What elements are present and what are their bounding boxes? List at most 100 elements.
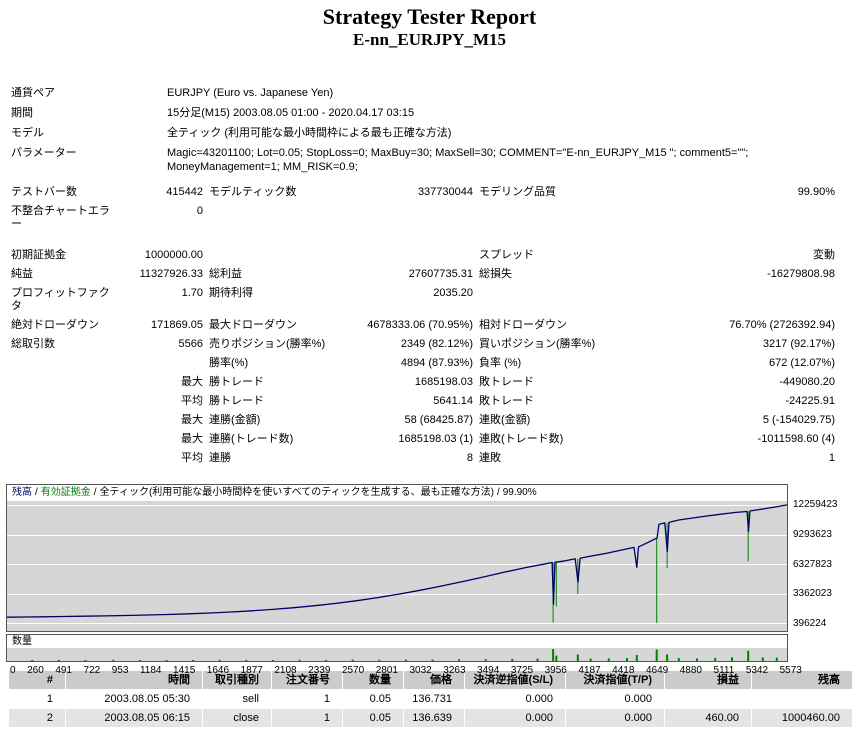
stats-label: 買いポジション(勝率%) [479, 338, 596, 350]
stats-table-results: 初期証拠金 1000000.00 スプレッド 変動 純益 11327926.33 総利益 27… [8, 246, 851, 468]
stats-row: 平均 連勝 8 連敗 1 [8, 449, 851, 468]
trade-cell: 0.000 [566, 709, 664, 727]
gridline [7, 534, 787, 536]
stats-row: 最大 連勝(トレード数) 1685198.03 (1) 連敗(トレード数) -10115… [8, 430, 851, 449]
equity-legend-label: 有効証拠金 [40, 487, 91, 498]
x-axis-label: 5342 [745, 665, 769, 676]
x-axis-label: 4880 [679, 665, 702, 676]
stats-value: 5566 [178, 338, 203, 350]
stats-label: 負率 (%) [479, 357, 522, 369]
volume-bar [714, 658, 717, 661]
stats-value: 8 [466, 452, 473, 464]
trade-cell: 0.000 [465, 690, 565, 708]
stats-label [8, 373, 120, 392]
info-value: 全ティック (利用可能な最小時間枠による最も正確な方法) [167, 127, 452, 139]
stats-value: 3217 (92.17%) [762, 338, 835, 350]
y-axis-label: 9293623 [793, 529, 832, 540]
stats-label [476, 202, 626, 234]
stats-value: 最大 [181, 414, 203, 426]
volume-bar [245, 660, 248, 661]
info-row: パラメーター Magic=43201100; Lot=0.05; StopLoss… [8, 143, 851, 177]
balance-curve-svg [7, 504, 787, 623]
trade-cell: close [203, 709, 271, 727]
x-axis-label: 1877 [240, 665, 263, 676]
x-axis-label: 3263 [443, 665, 466, 676]
stats-row: 最大 勝トレード 1685198.03 敗トレード -449080.20 [8, 373, 851, 392]
x-axis-label: 722 [83, 665, 101, 676]
volume-bar [626, 658, 628, 661]
stats-value: 4894 (87.93%) [400, 357, 473, 369]
volume-bar [655, 649, 658, 661]
trade-cell: sell [203, 690, 271, 708]
stats-value: -449080.20 [779, 376, 835, 388]
stats-value: 4678333.06 (70.95%) [367, 319, 473, 331]
x-axis-label: 4649 [645, 665, 669, 676]
volume-pane: 数量 [6, 634, 788, 662]
stats-value: 最大 [181, 433, 203, 445]
volume-bar [325, 660, 328, 661]
stats-label: 連敗 [479, 452, 501, 464]
stats-value [338, 246, 476, 265]
x-axis: 0 260 491 722 953 1184 1415 1646 1877 2108 2339 257… [10, 665, 802, 677]
trade-cell: 2 [9, 709, 65, 727]
trade-cell: 1 [9, 690, 65, 708]
stats-label: 連勝 [209, 452, 231, 464]
trades-header-cell: 注文番号 [272, 671, 342, 689]
legend-separator: / [496, 487, 500, 498]
volume-bar [696, 658, 698, 661]
volume-bar [589, 658, 592, 661]
stats-label [8, 430, 120, 449]
stats-value: 1685198.03 (1) [398, 433, 473, 445]
info-label: 期間 [11, 107, 33, 119]
trades-header-cell: 決済逆指値(S/L) [465, 671, 565, 689]
volume-bar [552, 649, 555, 661]
stats-label: 連勝(金額) [209, 414, 261, 426]
volume-bar [112, 659, 115, 661]
trade-cell: 1000460.00 [752, 709, 852, 727]
legend-separator: / [93, 487, 97, 498]
balance-chart: 残高 / 有効証拠金 / 全ティック(利用可能な最小時間枠を使いすべてのティックを生成す… [6, 484, 859, 676]
trade-cell [665, 690, 751, 708]
info-row: 期間 15分足(M15) 2003.08.05 01:00 - 2020.04.1… [8, 103, 851, 123]
stats-value: 1.70 [181, 287, 203, 299]
trades-table: # 時間 取引種別 注文番号 数量 価格 決済逆指値(S/L) 決済指値(T/P) 損益 残高 1… [8, 670, 853, 728]
trade-cell: 0.05 [343, 709, 403, 727]
page-subtitle: E-nn_EURJPY_M15 [352, 30, 506, 49]
stats-row: 最大 連勝(金額) 58 (68425.87) 連敗(金額) 5 (-154029.75… [8, 411, 851, 430]
stats-value [626, 284, 851, 316]
trades-header-cell: 決済指値(T/P) [566, 671, 664, 689]
volume-bar [484, 659, 487, 661]
stats-value: 2035.20 [433, 287, 473, 299]
y-axis-label: 396224 [793, 617, 827, 629]
stats-label: 初期証拠金 [11, 249, 66, 261]
y-axis-label: 12259423 [793, 499, 838, 511]
volume-bar [31, 660, 34, 661]
stats-value: 平均 [181, 452, 203, 464]
stats-label: テストバー数 [11, 186, 77, 198]
stats-value: 337730044 [417, 186, 473, 198]
volume-bar [351, 659, 354, 661]
x-axis-label: 5573 [779, 665, 802, 676]
trade-cell: 0.000 [566, 690, 664, 708]
info-table: 通貨ペア EURJPY (Euro vs. Japanese Yen) 期間 15分足… [8, 83, 851, 177]
stats-row: 初期証拠金 1000000.00 スプレッド 変動 [8, 246, 851, 265]
stats-label: 勝トレード [209, 376, 264, 388]
trade-row: 1 2003.08.05 05:30 sell 1 0.05 136.731 0.000 0.… [9, 690, 852, 708]
x-axis-label: 953 [111, 665, 129, 676]
volume-bar [635, 655, 638, 661]
x-axis-label: 0 [10, 665, 16, 676]
stats-value: 1685198.03 [414, 376, 473, 388]
trades-header-cell: 時間 [66, 671, 202, 689]
x-axis-label: 3956 [544, 665, 567, 676]
stats-value [120, 354, 206, 373]
trades-header-cell: 数量 [343, 671, 403, 689]
stats-label: 勝トレード [209, 395, 264, 407]
stats-value: -1011598.60 (4) [757, 433, 835, 445]
stats-label: 敗トレード [479, 376, 534, 388]
volume-bar [218, 659, 221, 661]
stats-label: 売りポジション(勝率%) [209, 338, 326, 350]
gridline [7, 504, 787, 506]
stats-value: -16279808.98 [767, 268, 835, 280]
page-title: Strategy Tester Report [322, 4, 537, 29]
stats-row: 純益 11327926.33 総利益 27607735.31 総損失 -16279808.… [8, 265, 851, 284]
